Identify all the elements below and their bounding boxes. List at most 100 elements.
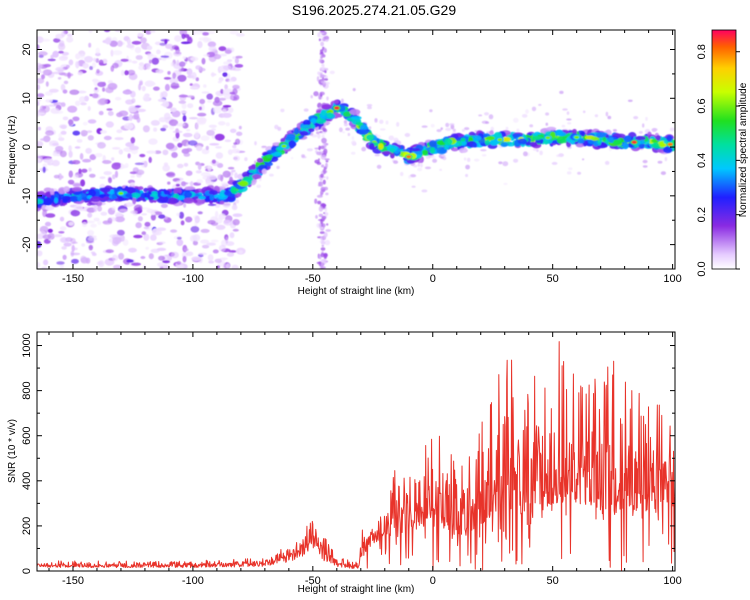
noise-blob (60, 124, 67, 130)
ridge-blob (50, 194, 55, 203)
noise-blob (467, 157, 471, 162)
noise-blob (107, 217, 113, 224)
ridge-blob (612, 139, 622, 146)
ridge-blob (147, 196, 155, 201)
noise-blob (157, 98, 166, 102)
noise-blob (222, 200, 231, 208)
noise-blob (190, 226, 200, 233)
noise-blob (142, 94, 150, 102)
ridge-blob (358, 129, 369, 135)
noise-blob (424, 166, 432, 170)
noise-blob (116, 129, 123, 134)
ridge-blob (300, 124, 312, 129)
noise-blob (222, 105, 232, 108)
noise-blob (206, 93, 213, 100)
noise-blob (545, 112, 550, 116)
noise-blob (227, 166, 235, 170)
noise-blob (45, 81, 49, 87)
noise-blob (567, 122, 572, 125)
ridge-hotspot (334, 106, 340, 110)
ridge-blob (517, 138, 528, 145)
streak-blob (321, 63, 325, 67)
ridge-blob (88, 189, 97, 197)
noise-blob (194, 215, 200, 224)
noise-blob (261, 145, 267, 148)
x-tick-label: -50 (305, 575, 321, 587)
noise-blob (138, 62, 145, 67)
ridge-blob (556, 136, 566, 144)
noise-blob (490, 126, 494, 132)
noise-blob (196, 120, 206, 125)
noise-blob (374, 154, 380, 157)
noise-blob (202, 32, 210, 36)
noise-blob (130, 175, 136, 178)
streak-blob (321, 244, 325, 247)
noise-blob (413, 164, 418, 168)
ridge-blob (172, 193, 180, 199)
noise-blob (85, 240, 95, 244)
noise-blob (170, 229, 178, 233)
ridge-hotspot (631, 140, 637, 144)
ridge-blob (639, 139, 645, 145)
streak-blob (314, 198, 318, 204)
noise-blob (234, 57, 239, 64)
noise-blob (68, 145, 72, 152)
streak-blob (320, 145, 325, 150)
noise-blob (37, 101, 40, 106)
ridge-blob (138, 186, 144, 191)
noise-blob (128, 114, 133, 121)
ridge-blob (638, 143, 645, 149)
ridge-blob (472, 142, 478, 148)
noise-blob (339, 127, 343, 133)
ridge-hotspot (406, 155, 412, 159)
noise-blob (146, 208, 155, 213)
noise-blob (156, 227, 167, 231)
noise-blob (143, 226, 150, 230)
noise-blob (169, 107, 177, 113)
noise-blob (145, 246, 149, 250)
noise-blob (62, 254, 67, 260)
noise-blob (439, 168, 442, 171)
ridge-blob (45, 205, 55, 211)
noise-blob (97, 205, 102, 212)
noise-blob (379, 119, 384, 125)
noise-blob (481, 154, 487, 157)
ridge-blob (308, 128, 315, 133)
noise-blob (151, 212, 156, 216)
noise-blob (224, 84, 228, 90)
ridge-hotspot (667, 142, 673, 146)
noise-blob (164, 112, 171, 120)
ridge-hotspot (497, 138, 503, 142)
ridge-blob (666, 135, 673, 142)
ridge-blob (451, 147, 459, 152)
noise-blob (232, 219, 240, 226)
noise-blob (67, 72, 71, 79)
ridge-blob (378, 143, 384, 150)
noise-blob (559, 90, 564, 94)
streak-blob (323, 48, 327, 53)
noise-blob (199, 98, 206, 105)
noise-blob (112, 237, 122, 245)
noise-blob (396, 122, 400, 127)
ridge-blob (226, 196, 236, 202)
noise-blob (197, 41, 203, 49)
noise-blob (232, 145, 237, 149)
noise-blob (37, 110, 41, 117)
noise-blob (612, 129, 617, 132)
streak-blob (321, 164, 325, 168)
ridge-blob (50, 188, 55, 196)
y-tick-label: -10 (21, 188, 33, 204)
noise-blob (417, 163, 421, 167)
noise-blob (215, 146, 222, 149)
noise-blob (82, 158, 92, 163)
ridge-blob (168, 197, 178, 204)
noise-blob (204, 37, 212, 42)
noise-blob (68, 119, 74, 126)
noise-blob (143, 233, 150, 241)
streak-blob (321, 188, 326, 193)
noise-blob (58, 133, 62, 139)
noise-blob (131, 60, 138, 64)
ridge-blob (381, 150, 393, 155)
noise-blob (221, 112, 232, 118)
